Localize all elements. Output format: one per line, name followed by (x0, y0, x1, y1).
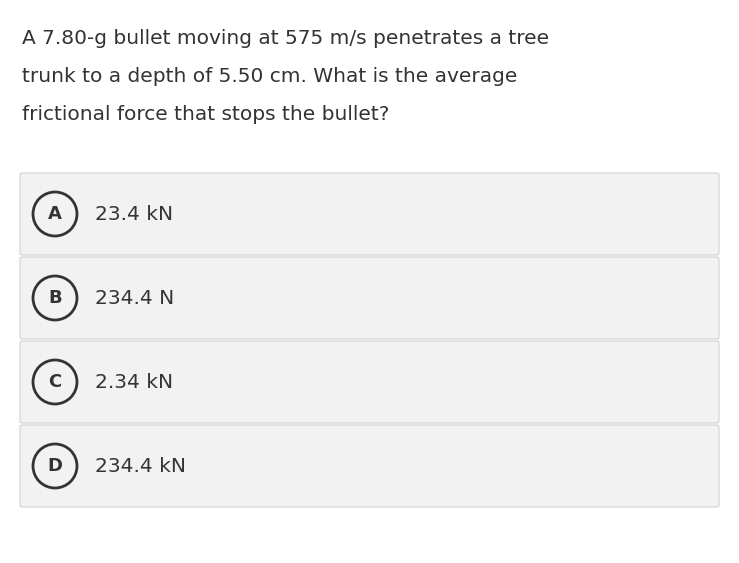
Text: frictional force that stops the bullet?: frictional force that stops the bullet? (22, 105, 389, 123)
Text: 234.4 N: 234.4 N (95, 288, 174, 307)
Text: C: C (48, 373, 61, 391)
FancyBboxPatch shape (20, 173, 719, 255)
Circle shape (33, 360, 77, 404)
Text: B: B (48, 289, 62, 307)
FancyBboxPatch shape (20, 341, 719, 423)
FancyBboxPatch shape (20, 257, 719, 339)
Text: D: D (47, 457, 63, 475)
Text: 23.4 kN: 23.4 kN (95, 204, 173, 224)
Text: trunk to a depth of 5.50 cm. What is the average: trunk to a depth of 5.50 cm. What is the… (22, 66, 517, 86)
Text: 234.4 kN: 234.4 kN (95, 457, 186, 476)
Circle shape (33, 444, 77, 488)
Text: 2.34 kN: 2.34 kN (95, 373, 173, 391)
Circle shape (33, 276, 77, 320)
Text: A 7.80-g bullet moving at 575 m/s penetrates a tree: A 7.80-g bullet moving at 575 m/s penetr… (22, 29, 549, 47)
Text: A: A (48, 205, 62, 223)
Circle shape (33, 192, 77, 236)
FancyBboxPatch shape (20, 425, 719, 507)
